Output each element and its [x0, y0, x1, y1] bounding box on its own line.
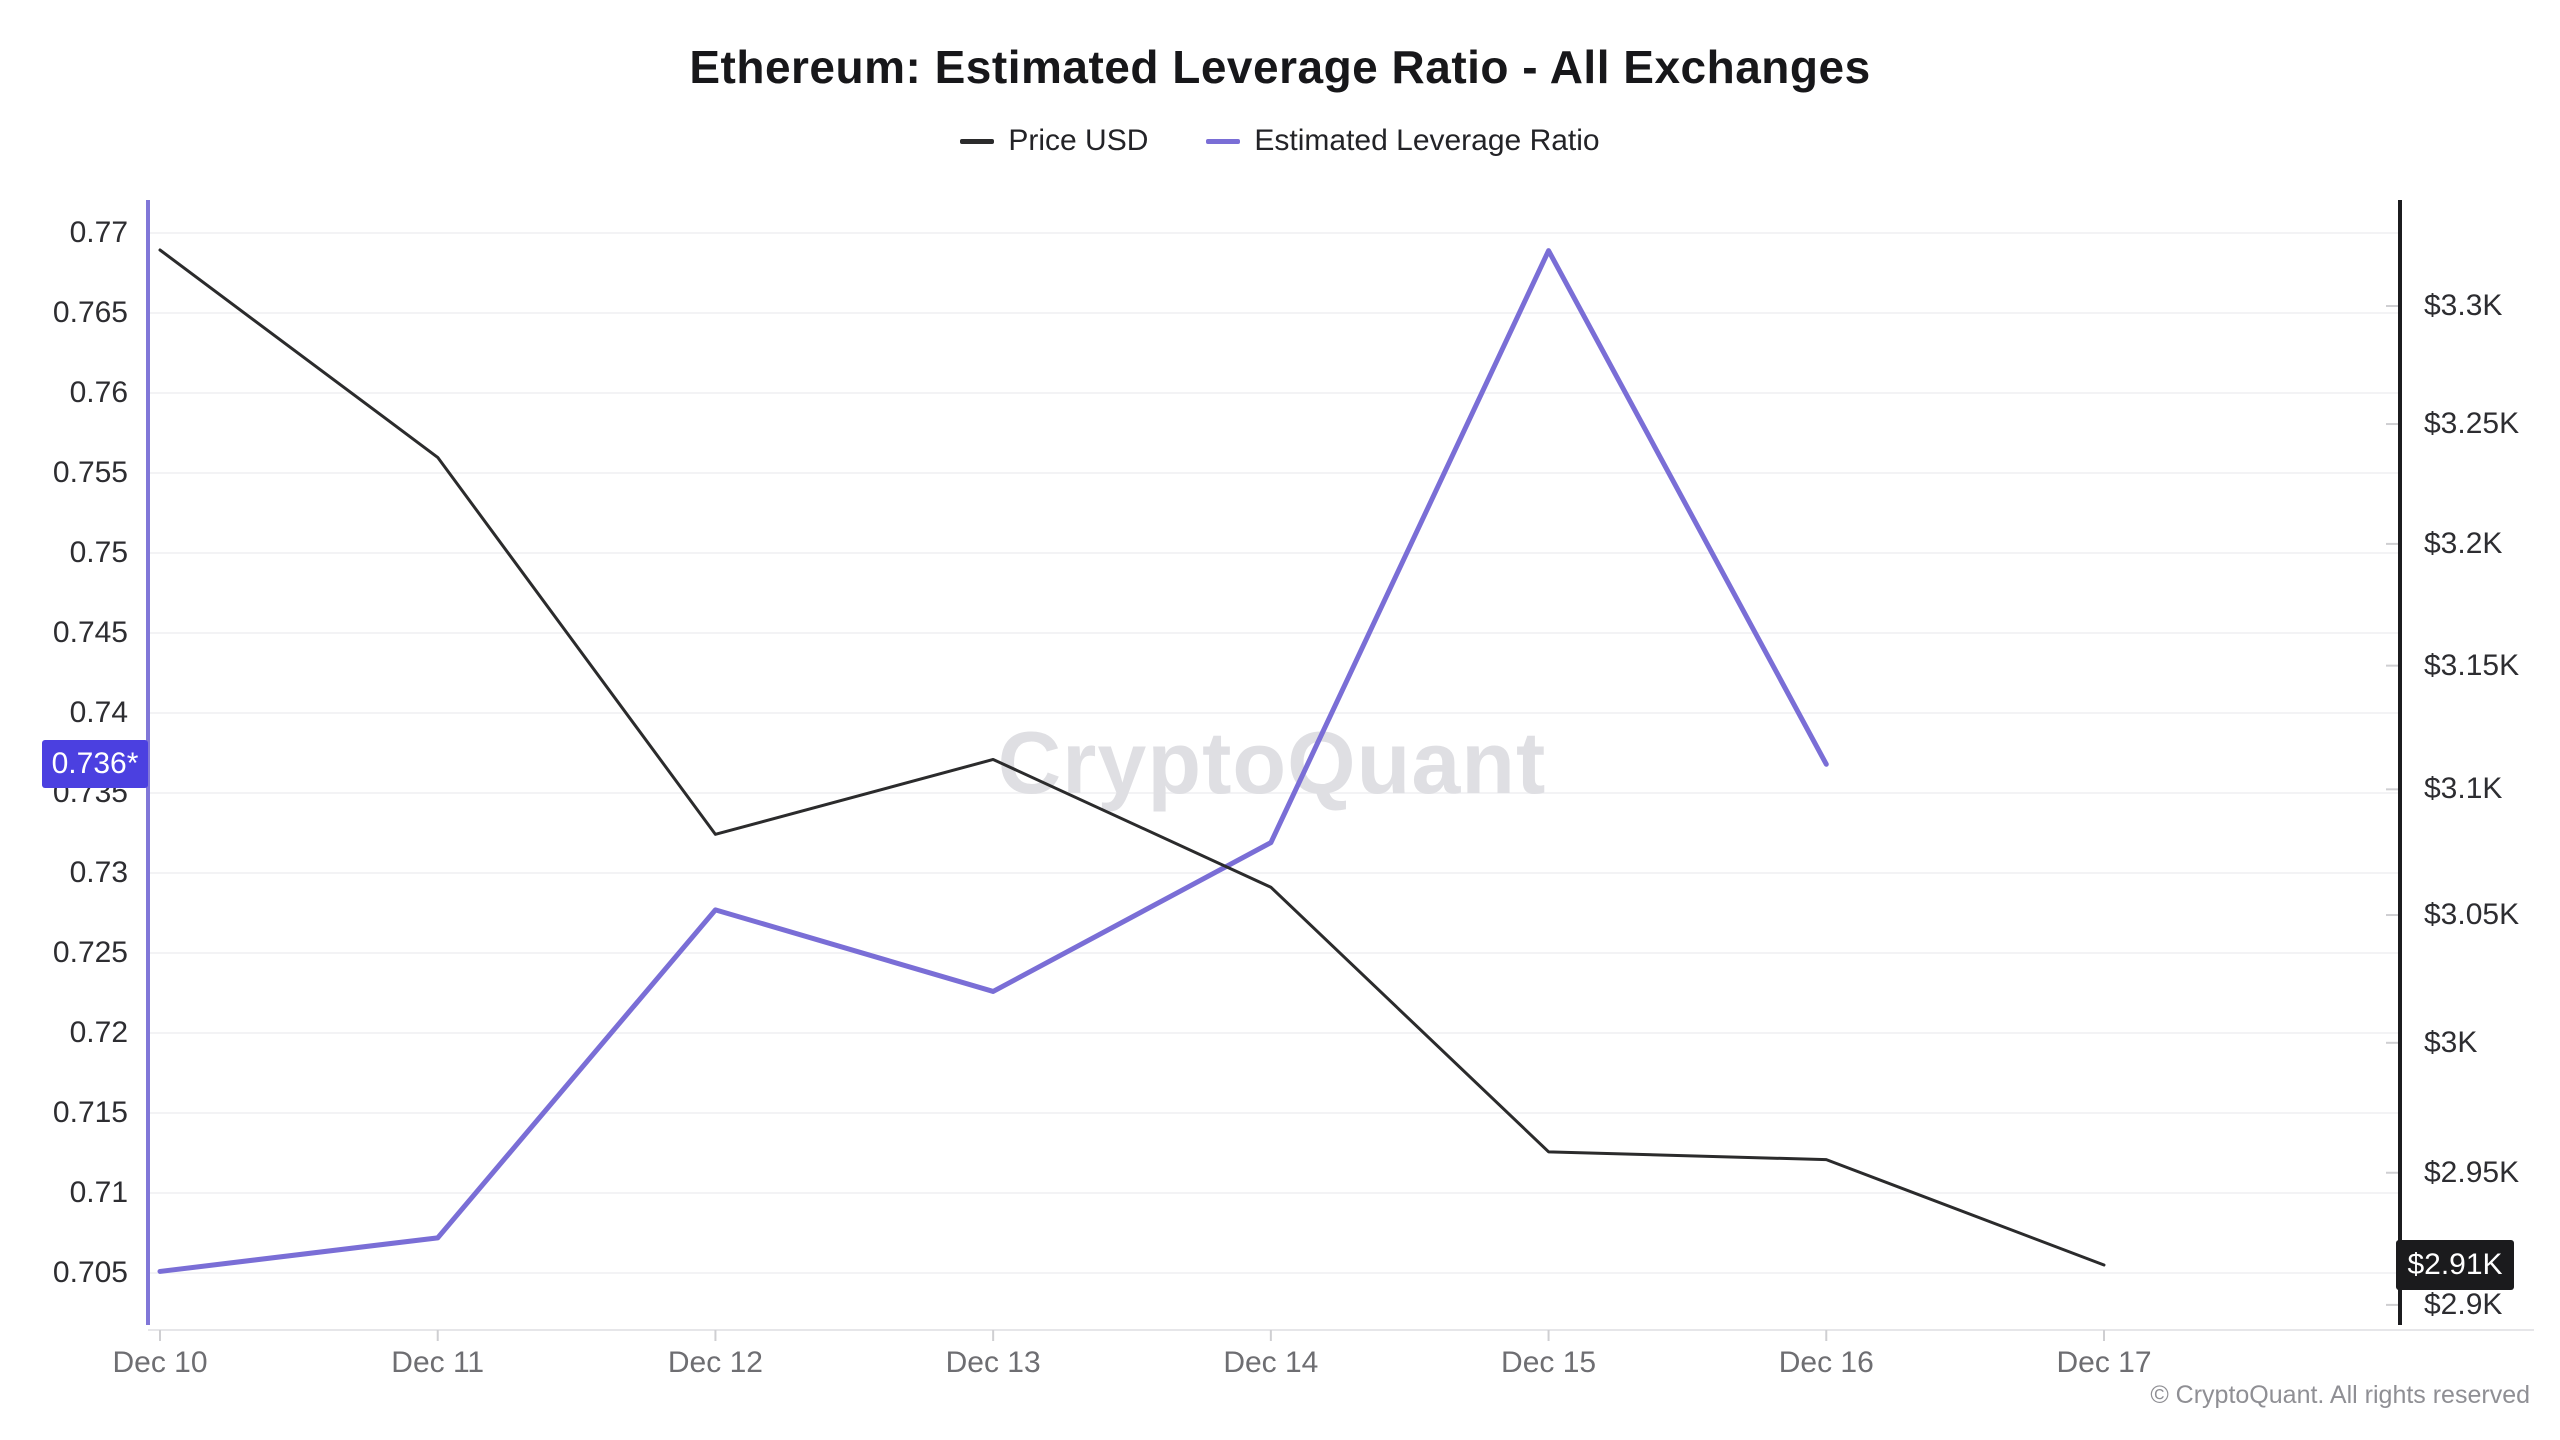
- date-tick-label: Dec 15: [1501, 1346, 1597, 1379]
- ratio-tick-label: 0.72: [69, 1016, 128, 1050]
- legend-swatch-price-usd: [960, 138, 995, 144]
- price-tick-label: $3.1K: [2424, 772, 2503, 806]
- date-tick-label: Dec 11: [391, 1346, 485, 1379]
- ratio-tick-label: 0.71: [69, 1176, 128, 1210]
- legend-label-price-usd: Price USD: [1008, 124, 1149, 157]
- date-tick-label: Dec 10: [112, 1346, 208, 1379]
- ratio-tick-label: 0.75: [69, 536, 128, 570]
- ratio-tick-label: 0.705: [52, 1256, 128, 1290]
- price-current-value-badge: $2.91K: [2396, 1240, 2514, 1291]
- date-tick-label: Dec 17: [2056, 1346, 2152, 1379]
- ratio-tick-label: 0.73: [69, 856, 128, 890]
- price-line: [158, 248, 2106, 1267]
- price-tick-label: $3K: [2424, 1025, 2478, 1059]
- ratio-tick-label: 0.76: [69, 376, 128, 410]
- watermark: CryptoQuant: [998, 713, 1547, 812]
- date-tick-label: Dec 12: [667, 1346, 763, 1379]
- price-tick-label: $3.2K: [2424, 526, 2503, 560]
- ratio-tick-label: 0.77: [69, 216, 128, 250]
- ratio-current-value-badge: 0.736*: [42, 740, 148, 789]
- date-tick-label: Dec 13: [945, 1346, 1041, 1379]
- price-tick-label: $3.25K: [2424, 407, 2520, 441]
- price-tick-label: $3.15K: [2424, 648, 2520, 682]
- price-tick-label: $3.05K: [2424, 898, 2520, 932]
- legend-item-price-usd: Price USD: [960, 124, 1148, 158]
- price-tick-label: $2.95K: [2424, 1155, 2520, 1189]
- price-tick-label: $2.9K: [2424, 1287, 2503, 1321]
- ratio-tick-label: 0.725: [52, 936, 128, 970]
- date-tick-label: Dec 14: [1223, 1346, 1319, 1379]
- ratio-tick-label: 0.715: [52, 1096, 128, 1130]
- chart-title: Ethereum: Estimated Leverage Ratio - All…: [689, 41, 1871, 93]
- price-tick-label: $3.3K: [2424, 289, 2503, 322]
- legend-item-leverage-ratio: Estimated Leverage Ratio: [1206, 124, 1600, 158]
- date-tick-label: Dec 16: [1778, 1346, 1874, 1379]
- legend-swatch-leverage-ratio: [1206, 138, 1241, 144]
- leverage-ratio-line: [157, 248, 1829, 1274]
- legend-label-leverage-ratio: Estimated Leverage Ratio: [1254, 124, 1600, 157]
- ratio-tick-label: 0.745: [52, 616, 128, 650]
- ratio-tick-label: 0.765: [52, 296, 128, 330]
- legend: Price USD Estimated Leverage Ratio: [0, 124, 2560, 158]
- copyright: © CryptoQuant. All rights reserved: [2150, 1381, 2530, 1409]
- ratio-tick-label: 0.74: [69, 696, 128, 730]
- ratio-tick-label: 0.755: [52, 456, 128, 490]
